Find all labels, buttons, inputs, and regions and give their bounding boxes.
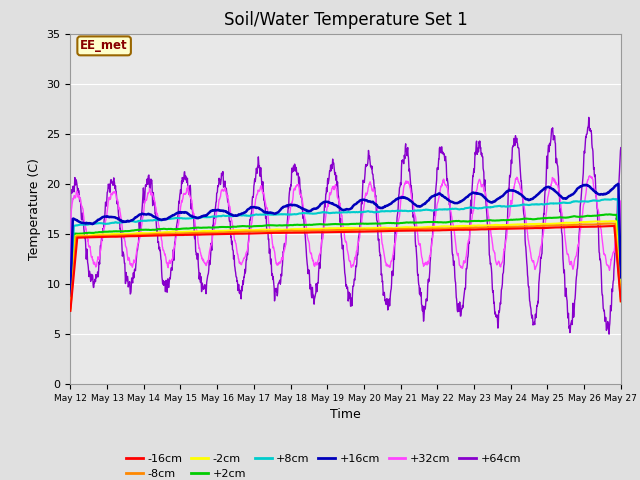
Text: EE_met: EE_met bbox=[80, 39, 128, 52]
Title: Soil/Water Temperature Set 1: Soil/Water Temperature Set 1 bbox=[224, 11, 467, 29]
Y-axis label: Temperature (C): Temperature (C) bbox=[28, 158, 41, 260]
Legend: -16cm, -8cm, -2cm, +2cm, +8cm, +16cm, +32cm, +64cm: -16cm, -8cm, -2cm, +2cm, +8cm, +16cm, +3… bbox=[122, 449, 525, 480]
X-axis label: Time: Time bbox=[330, 408, 361, 421]
